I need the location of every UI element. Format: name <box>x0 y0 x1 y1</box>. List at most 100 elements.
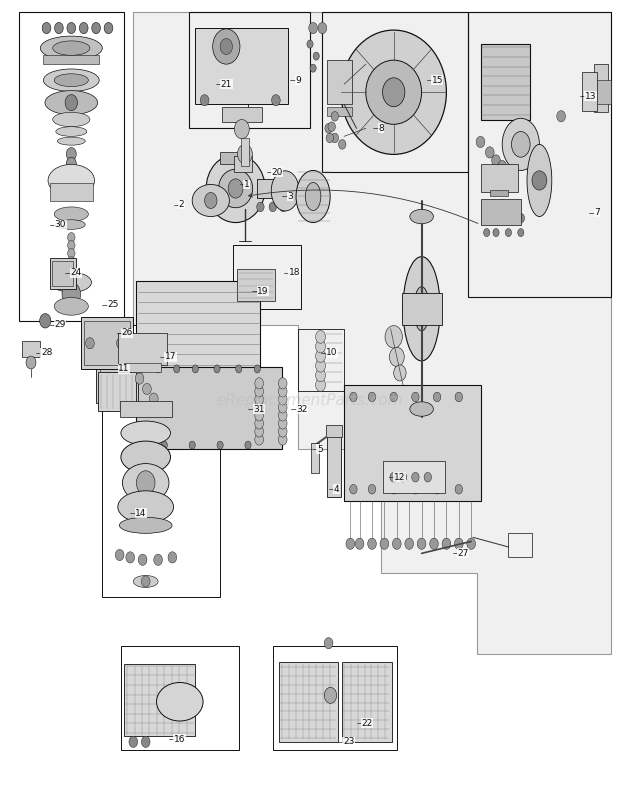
Text: 17: 17 <box>165 352 177 362</box>
Bar <box>81 317 133 369</box>
Bar <box>582 72 597 111</box>
Circle shape <box>129 736 138 747</box>
Circle shape <box>324 638 333 649</box>
Text: 21: 21 <box>221 79 232 89</box>
Circle shape <box>324 687 337 703</box>
Circle shape <box>331 133 339 143</box>
Text: 27: 27 <box>458 549 469 558</box>
Text: 16: 16 <box>174 735 185 744</box>
Bar <box>592 80 611 104</box>
Bar <box>378 453 453 497</box>
Circle shape <box>255 402 264 413</box>
Circle shape <box>394 365 406 381</box>
Polygon shape <box>133 12 611 654</box>
Circle shape <box>389 347 404 367</box>
Circle shape <box>141 576 150 587</box>
Circle shape <box>467 538 476 549</box>
Bar <box>136 367 282 449</box>
Ellipse shape <box>296 170 330 223</box>
Circle shape <box>316 359 326 372</box>
Circle shape <box>141 736 150 747</box>
Circle shape <box>228 179 243 198</box>
Bar <box>43 55 99 64</box>
Circle shape <box>79 22 88 34</box>
Bar <box>118 333 167 365</box>
Circle shape <box>307 40 313 48</box>
Circle shape <box>174 365 180 373</box>
Circle shape <box>217 441 223 449</box>
Circle shape <box>26 356 36 369</box>
Ellipse shape <box>48 164 94 196</box>
Ellipse shape <box>410 209 433 224</box>
Circle shape <box>278 386 287 397</box>
Circle shape <box>412 392 419 402</box>
Bar <box>195 28 288 104</box>
Ellipse shape <box>43 69 99 91</box>
Circle shape <box>278 378 287 389</box>
Circle shape <box>213 29 240 64</box>
Circle shape <box>380 538 389 549</box>
Circle shape <box>62 282 81 306</box>
Circle shape <box>86 338 94 349</box>
Ellipse shape <box>403 257 440 361</box>
Circle shape <box>368 392 376 402</box>
Circle shape <box>310 64 316 72</box>
Circle shape <box>154 554 162 565</box>
Bar <box>344 385 480 501</box>
Text: 1: 1 <box>244 180 249 189</box>
Circle shape <box>454 538 463 549</box>
Text: 5: 5 <box>317 444 322 454</box>
Circle shape <box>326 133 334 143</box>
Ellipse shape <box>40 36 102 60</box>
Circle shape <box>412 484 419 494</box>
Bar <box>121 646 239 750</box>
Ellipse shape <box>410 402 433 416</box>
Ellipse shape <box>118 491 174 523</box>
Bar <box>124 363 161 372</box>
Circle shape <box>117 338 125 349</box>
Bar <box>232 245 301 309</box>
Ellipse shape <box>55 207 88 221</box>
Bar <box>50 183 93 200</box>
Bar <box>508 533 532 557</box>
Circle shape <box>442 538 451 549</box>
Circle shape <box>40 314 51 328</box>
Circle shape <box>316 379 326 391</box>
Circle shape <box>155 365 161 373</box>
Text: 8: 8 <box>378 124 384 133</box>
Ellipse shape <box>512 132 530 157</box>
Circle shape <box>355 538 364 549</box>
Bar <box>322 12 468 172</box>
Ellipse shape <box>53 112 90 127</box>
Bar <box>257 179 288 198</box>
Text: 10: 10 <box>326 348 338 358</box>
Text: 12: 12 <box>394 472 405 482</box>
Circle shape <box>331 111 339 121</box>
Circle shape <box>68 249 75 258</box>
Circle shape <box>316 350 326 363</box>
Circle shape <box>485 147 494 158</box>
Bar <box>241 138 249 166</box>
Circle shape <box>492 155 500 166</box>
Circle shape <box>392 538 401 549</box>
Circle shape <box>278 434 287 445</box>
Text: eReplacementParts.com: eReplacementParts.com <box>216 394 404 408</box>
Ellipse shape <box>272 171 299 211</box>
Circle shape <box>168 552 177 563</box>
Circle shape <box>255 378 264 389</box>
Circle shape <box>455 484 463 494</box>
Text: 15: 15 <box>432 75 443 85</box>
Circle shape <box>272 95 280 106</box>
Ellipse shape <box>121 421 170 445</box>
Circle shape <box>505 229 511 237</box>
Circle shape <box>325 124 332 133</box>
Circle shape <box>390 472 397 482</box>
Circle shape <box>126 552 135 563</box>
Circle shape <box>254 365 260 373</box>
Bar <box>222 107 262 122</box>
Circle shape <box>484 229 490 237</box>
Text: 11: 11 <box>118 364 130 374</box>
Bar <box>50 258 76 289</box>
Ellipse shape <box>366 60 422 124</box>
Bar <box>490 190 508 196</box>
